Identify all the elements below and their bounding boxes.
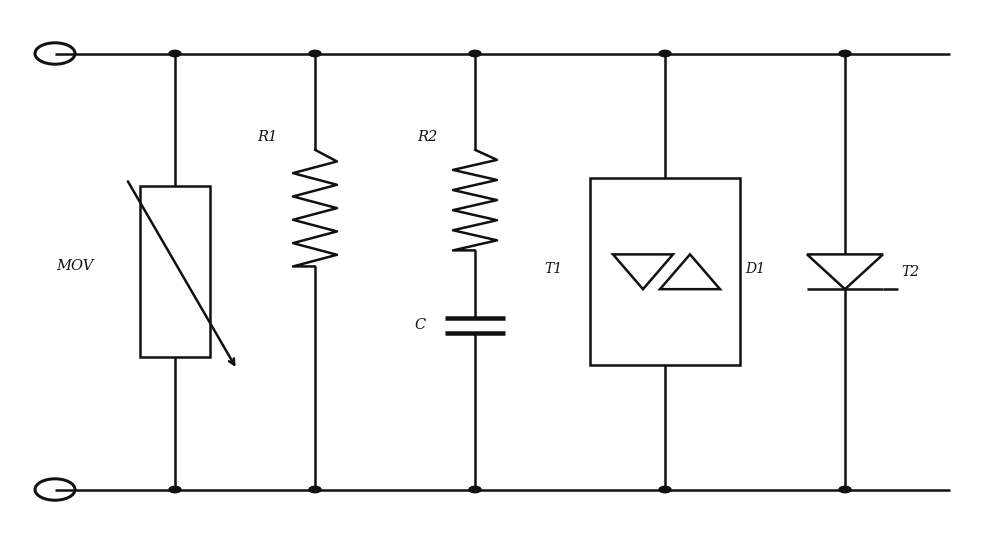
Text: T1: T1 [544, 262, 562, 276]
Circle shape [839, 486, 851, 493]
Bar [140, 186, 210, 357]
Circle shape [469, 50, 481, 57]
Circle shape [469, 486, 481, 493]
Circle shape [169, 486, 181, 493]
Text: R2: R2 [417, 131, 437, 144]
Text: D1: D1 [745, 262, 765, 276]
Circle shape [839, 50, 851, 57]
Circle shape [659, 50, 671, 57]
Circle shape [309, 50, 321, 57]
Text: R1: R1 [257, 131, 277, 144]
Circle shape [309, 486, 321, 493]
Text: MOV: MOV [56, 259, 94, 273]
Text: T2: T2 [901, 265, 919, 279]
Text: C: C [414, 318, 426, 332]
Circle shape [169, 50, 181, 57]
Bar [590, 178, 740, 365]
Circle shape [659, 486, 671, 493]
